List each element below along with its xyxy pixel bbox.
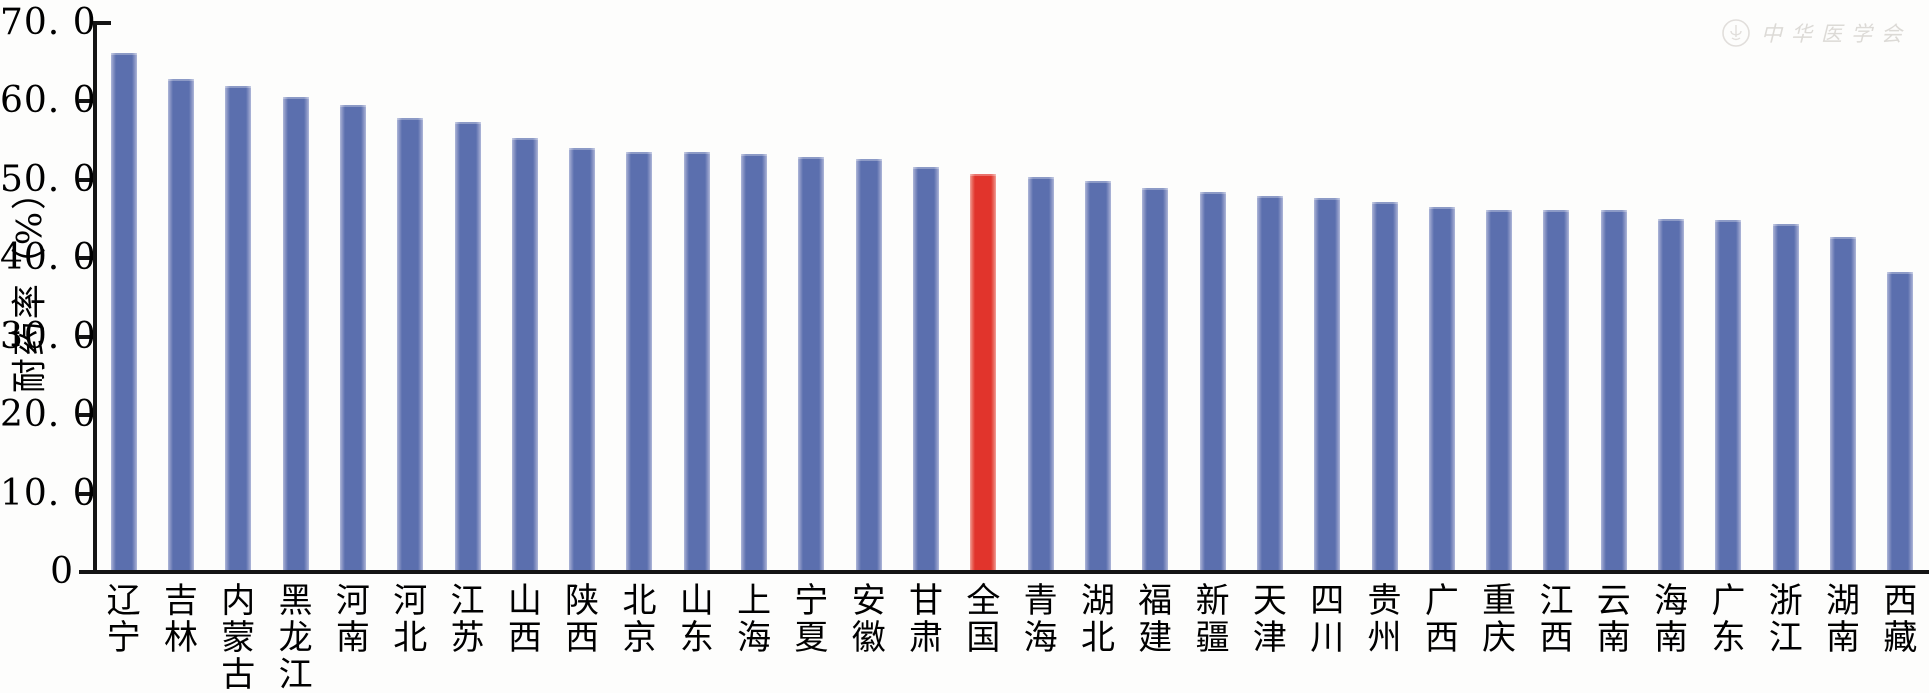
bar (1084, 181, 1111, 572)
x-axis-label: 上 海 (737, 581, 772, 658)
bar (511, 138, 538, 572)
x-axis-label: 湖 南 (1826, 581, 1861, 658)
x-axis-label: 江 苏 (450, 581, 485, 658)
x-axis-line (93, 570, 1929, 574)
bar (1600, 210, 1627, 572)
bar (454, 121, 481, 572)
bar (167, 78, 194, 572)
x-axis-label: 内 蒙 古 (221, 581, 256, 693)
x-axis-label: 吉 林 (163, 581, 198, 658)
x-axis-label: 四 川 (1310, 581, 1345, 658)
x-axis-label: 全 国 (966, 581, 1001, 658)
bar (741, 153, 768, 572)
x-axis-label: 陕 西 (565, 581, 600, 658)
x-axis-label: 河 南 (335, 581, 370, 658)
bar (1772, 223, 1799, 572)
bar (855, 158, 882, 572)
x-axis-label: 西 藏 (1883, 581, 1918, 658)
watermark-text: 中华医学会 (1761, 22, 1911, 46)
x-axis-label: 贵 州 (1367, 581, 1402, 658)
y-tick-label: 50. 0 (0, 158, 97, 200)
bar (1658, 219, 1685, 572)
y-tick-label: 60. 0 (0, 80, 97, 122)
bar (1142, 188, 1169, 572)
bar (798, 157, 825, 572)
x-axis-label: 青 海 (1023, 581, 1058, 658)
x-axis-label: 天 津 (1252, 581, 1287, 658)
x-axis-label: 广 西 (1424, 581, 1459, 658)
y-tick-mark (97, 21, 111, 25)
y-tick-label: 30. 0 (0, 315, 97, 357)
x-axis-label: 河 北 (393, 581, 428, 658)
x-axis-label: 黑 龙 江 (278, 581, 313, 693)
bar (569, 147, 596, 572)
bar (339, 104, 366, 572)
x-axis-label: 海 南 (1654, 581, 1689, 658)
bar (626, 151, 653, 572)
bar (282, 96, 309, 572)
x-axis-label: 北 京 (622, 581, 657, 658)
x-axis-label: 甘 肃 (909, 581, 944, 658)
y-axis-title: 耐药率（%） (10, 172, 51, 394)
y-tick-mark (79, 177, 93, 182)
y-tick-label: 70. 0 (0, 2, 97, 43)
x-axis-label: 广 东 (1711, 581, 1746, 658)
bar (110, 52, 137, 572)
x-axis-label: 湖 北 (1080, 581, 1115, 658)
bar (1027, 176, 1054, 572)
bar (1715, 219, 1742, 572)
x-axis-label: 辽 宁 (106, 581, 141, 658)
y-tick-label: 0 (50, 551, 74, 592)
bar (1314, 197, 1341, 572)
y-tick-mark (79, 256, 93, 261)
seal-logo-icon (1722, 19, 1750, 47)
y-tick-mark (79, 491, 93, 496)
bar (1543, 210, 1570, 572)
x-axis-label: 重 庆 (1482, 581, 1517, 658)
x-axis-label: 江 西 (1539, 581, 1574, 658)
bar (1486, 209, 1513, 572)
y-tick-label: 40. 0 (0, 237, 97, 279)
bar (1199, 191, 1226, 572)
bar-highlight-national (970, 174, 997, 572)
bar (397, 117, 424, 572)
x-axis-label: 山 西 (507, 581, 542, 658)
bar (1371, 201, 1398, 572)
bar (913, 167, 940, 572)
bar (1428, 206, 1455, 572)
y-tick-label: 20. 0 (0, 394, 97, 436)
y-tick-label: 10. 0 (0, 472, 97, 514)
x-axis-label: 新 疆 (1195, 581, 1230, 658)
x-axis-label: 山 东 (679, 581, 714, 658)
x-axis-label: 福 建 (1138, 581, 1173, 658)
x-axis-label: 安 徽 (851, 581, 886, 658)
bar (1256, 195, 1283, 572)
bar (1830, 237, 1857, 572)
x-axis-label: 云 南 (1596, 581, 1631, 658)
y-tick-mark (79, 570, 93, 574)
x-axis-label: 浙 江 (1768, 581, 1803, 658)
bar (225, 85, 252, 572)
y-tick-mark (79, 334, 93, 339)
watermark: 中华医学会 (1721, 18, 1911, 48)
y-tick-mark (79, 99, 93, 104)
x-axis-label: 宁 夏 (794, 581, 829, 658)
y-axis-line (93, 21, 97, 574)
y-tick-mark (79, 413, 93, 418)
bar (683, 151, 710, 572)
bar (1887, 272, 1914, 572)
